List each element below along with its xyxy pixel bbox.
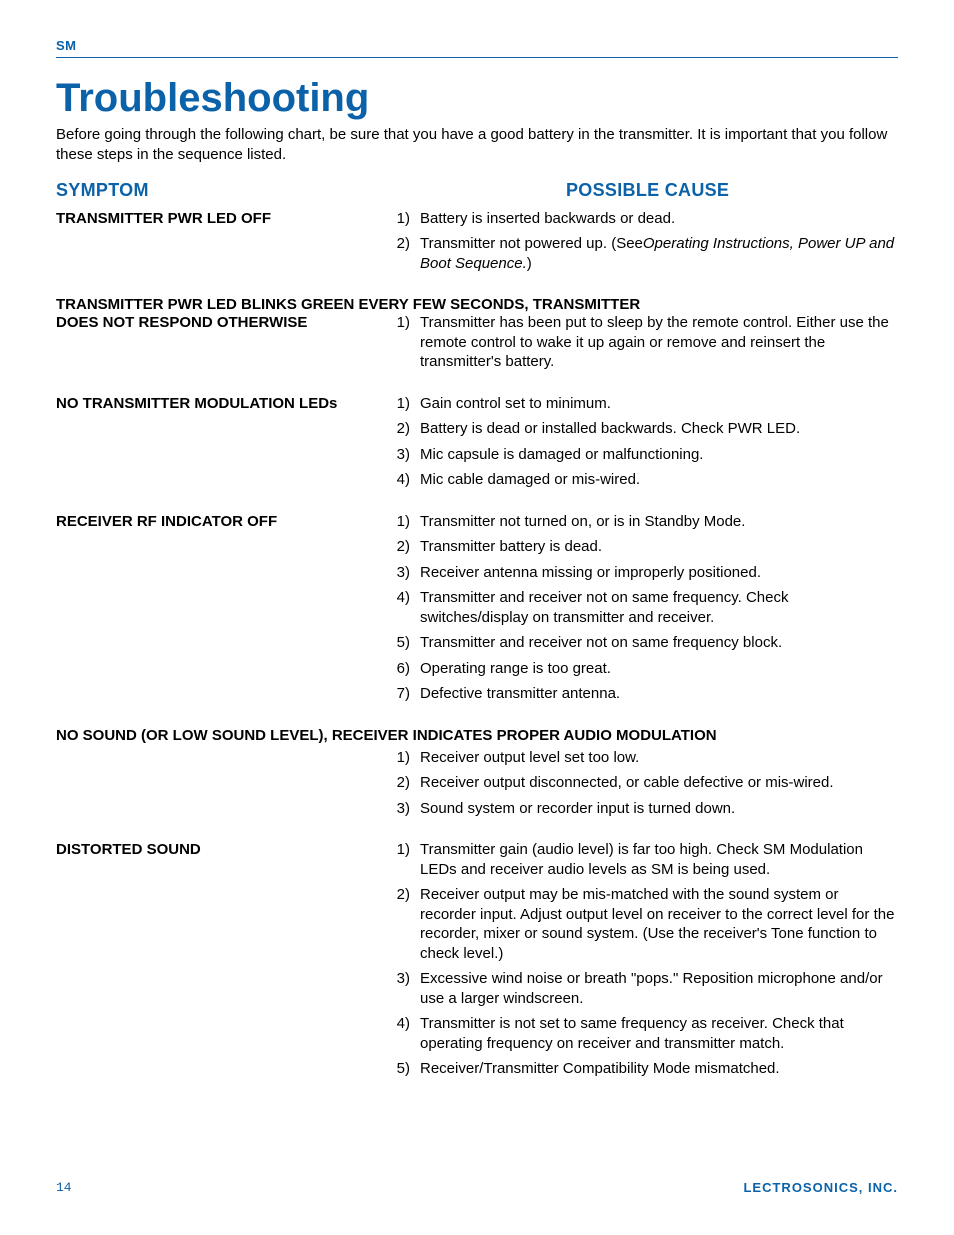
cause-number: 5) bbox=[386, 1059, 420, 1079]
header-brand: SM bbox=[56, 38, 898, 57]
cause-item: 3)Receiver antenna missing or improperly… bbox=[386, 563, 898, 583]
cause-number: 2) bbox=[386, 773, 420, 793]
causes-list: 1) Transmitter gain (audio level) is far… bbox=[386, 840, 898, 1085]
cause-number: 4) bbox=[386, 588, 420, 608]
cause-number: 5) bbox=[386, 633, 420, 653]
cause-text: Mic capsule is damaged or malfunctioning… bbox=[420, 445, 898, 465]
cause-number: 2) bbox=[386, 537, 420, 557]
columns-header: SYMPTOM POSSIBLE CAUSE bbox=[56, 180, 898, 201]
cause-item: 1)Gain control set to minimum. bbox=[386, 394, 898, 414]
troubleshooting-sections: TRANSMITTER PWR LED OFF1)Battery is inse… bbox=[56, 209, 898, 1085]
cause-item: 7)Defective transmitter antenna. bbox=[386, 684, 898, 704]
page-title: Troubleshooting bbox=[56, 76, 898, 121]
cause-number: 3) bbox=[386, 445, 420, 465]
cause-text: Transmitter is not set to same frequency… bbox=[420, 1014, 898, 1053]
cause-number: 1) bbox=[386, 394, 420, 414]
cause-text: Excessive wind noise or breath "pops." R… bbox=[420, 969, 898, 1008]
header-rule bbox=[56, 57, 898, 58]
page-footer: 14 LECTROSONICS, INC. bbox=[56, 1180, 898, 1195]
cause-item: 1)Battery is inserted backwards or dead. bbox=[386, 209, 898, 229]
cause-item: 3)Mic capsule is damaged or malfunctioni… bbox=[386, 445, 898, 465]
cause-number: 1) bbox=[386, 209, 420, 229]
cause-number: 6) bbox=[386, 659, 420, 679]
symptom-label: NO TRANSMITTER MODULATION LEDs bbox=[56, 394, 386, 412]
causes-list: 1)Receiver output level set too low.2)Re… bbox=[386, 748, 898, 825]
causes-list: 1)Transmitter not turned on, or is in St… bbox=[386, 512, 898, 710]
footer-company: LECTROSONICS, INC. bbox=[743, 1180, 898, 1195]
cause-number: 3) bbox=[386, 563, 420, 583]
cause-item: 1)Transmitter not turned on, or is in St… bbox=[386, 512, 898, 532]
cause-text: Receiver output level set too low. bbox=[420, 748, 898, 768]
symptom-label: NO SOUND (OR LOW SOUND LEVEL), RECEIVER … bbox=[56, 726, 898, 744]
footer-page-number: 14 bbox=[56, 1180, 72, 1195]
cause-column-header: POSSIBLE CAUSE bbox=[566, 180, 729, 201]
cause-text: Transmitter gain (audio level) is far to… bbox=[420, 840, 898, 879]
symptom-label: RECEIVER RF INDICATOR OFF bbox=[56, 512, 386, 530]
cause-text: Transmitter not powered up. (SeeOperatin… bbox=[420, 234, 898, 273]
cause-text: Battery is inserted backwards or dead. bbox=[420, 209, 898, 229]
cause-text: Transmitter battery is dead. bbox=[420, 537, 898, 557]
causes-list: 1)Battery is inserted backwards or dead.… bbox=[386, 209, 898, 280]
symptom-label: TRANSMITTER PWR LED OFF bbox=[56, 209, 386, 227]
cause-item: 1)Receiver output level set too low. bbox=[386, 748, 898, 768]
cause-text: Receiver output may be mis-matched with … bbox=[420, 885, 898, 963]
cause-text: Gain control set to minimum. bbox=[420, 394, 898, 414]
cause-number: 4) bbox=[386, 1014, 420, 1034]
cause-text-italic: Operating Instructions, Power UP and Boo… bbox=[420, 235, 894, 272]
cause-item: 4)Transmitter and receiver not on same f… bbox=[386, 588, 898, 627]
cause-number: 4) bbox=[386, 470, 420, 490]
intro-paragraph: Before going through the following chart… bbox=[56, 125, 898, 166]
cause-item: 2)Transmitter not powered up. (SeeOperat… bbox=[386, 234, 898, 273]
cause-item: 5) Receiver/Transmitter Compatibility Mo… bbox=[386, 1059, 898, 1079]
troubleshooting-section: NO TRANSMITTER MODULATION LEDs1)Gain con… bbox=[56, 394, 898, 496]
cause-number: 1) bbox=[386, 512, 420, 532]
cause-text: Receiver antenna missing or improperly p… bbox=[420, 563, 898, 583]
troubleshooting-section: RECEIVER RF INDICATOR OFF1)Transmitter n… bbox=[56, 512, 898, 710]
cause-text: Receiver output disconnected, or cable d… bbox=[420, 773, 898, 793]
cause-text: Transmitter has been put to sleep by the… bbox=[420, 313, 898, 372]
cause-item: 3) Excessive wind noise or breath "pops.… bbox=[386, 969, 898, 1008]
troubleshooting-section: TRANSMITTER PWR LED BLINKS GREEN EVERY F… bbox=[56, 295, 898, 378]
cause-number: 1) bbox=[386, 748, 420, 768]
troubleshooting-section: TRANSMITTER PWR LED OFF1)Battery is inse… bbox=[56, 209, 898, 280]
cause-item: 5)Transmitter and receiver not on same f… bbox=[386, 633, 898, 653]
symptom-label: TRANSMITTER PWR LED BLINKS GREEN EVERY F… bbox=[56, 295, 898, 313]
cause-number: 1) bbox=[386, 840, 420, 860]
causes-list: 1)Gain control set to minimum.2)Battery … bbox=[386, 394, 898, 496]
cause-number: 2) bbox=[386, 234, 420, 254]
cause-text: Mic cable damaged or mis-wired. bbox=[420, 470, 898, 490]
cause-item: 4)Mic cable damaged or mis-wired. bbox=[386, 470, 898, 490]
cause-number: 3) bbox=[386, 969, 420, 989]
cause-text: Operating range is too great. bbox=[420, 659, 898, 679]
cause-item: 2)Receiver output disconnected, or cable… bbox=[386, 773, 898, 793]
cause-text: Defective transmitter antenna. bbox=[420, 684, 898, 704]
cause-text: Receiver/Transmitter Compatibility Mode … bbox=[420, 1059, 898, 1079]
cause-item: 4) Transmitter is not set to same freque… bbox=[386, 1014, 898, 1053]
cause-text: Transmitter not turned on, or is in Stan… bbox=[420, 512, 898, 532]
cause-item: 2) Receiver output may be mis-matched wi… bbox=[386, 885, 898, 963]
cause-number: 2) bbox=[386, 885, 420, 905]
cause-text: Transmitter and receiver not on same fre… bbox=[420, 588, 898, 627]
cause-item: 2)Battery is dead or installed backwards… bbox=[386, 419, 898, 439]
cause-text: Battery is dead or installed backwards. … bbox=[420, 419, 898, 439]
symptom-column-header: SYMPTOM bbox=[56, 180, 566, 201]
cause-number: 1) bbox=[386, 313, 420, 333]
cause-number: 3) bbox=[386, 799, 420, 819]
cause-number: 2) bbox=[386, 419, 420, 439]
cause-text: Transmitter and receiver not on same fre… bbox=[420, 633, 898, 653]
troubleshooting-section: DISTORTED SOUND1) Transmitter gain (audi… bbox=[56, 840, 898, 1085]
cause-number: 7) bbox=[386, 684, 420, 704]
cause-item: 6)Operating range is too great. bbox=[386, 659, 898, 679]
cause-item: 2)Transmitter battery is dead. bbox=[386, 537, 898, 557]
cause-item: 1)Transmitter has been put to sleep by t… bbox=[386, 313, 898, 372]
cause-text: Sound system or recorder input is turned… bbox=[420, 799, 898, 819]
symptom-label-line2: DOES NOT RESPOND OTHERWISE bbox=[56, 313, 386, 331]
symptom-label: DISTORTED SOUND bbox=[56, 840, 386, 858]
troubleshooting-section: NO SOUND (OR LOW SOUND LEVEL), RECEIVER … bbox=[56, 726, 898, 825]
cause-item: 1) Transmitter gain (audio level) is far… bbox=[386, 840, 898, 879]
cause-item: 3)Sound system or recorder input is turn… bbox=[386, 799, 898, 819]
causes-list: 1)Transmitter has been put to sleep by t… bbox=[386, 313, 898, 378]
